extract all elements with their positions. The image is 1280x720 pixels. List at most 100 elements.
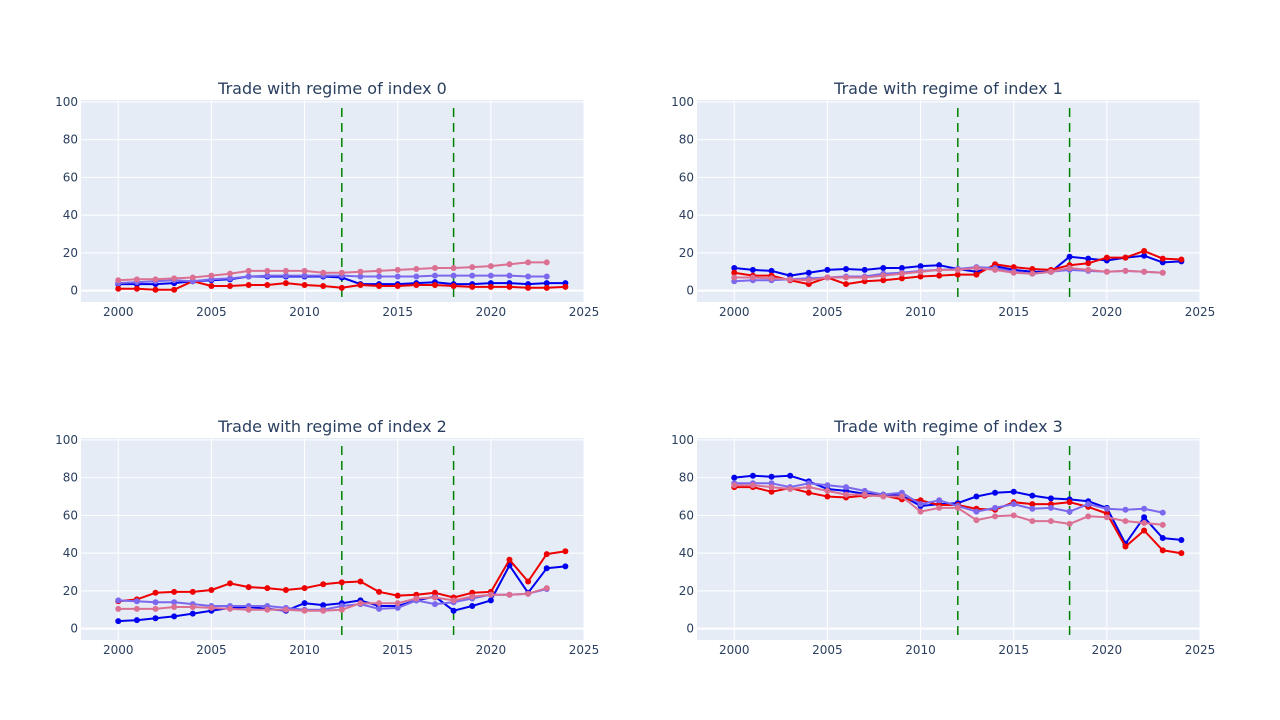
series-line	[118, 588, 547, 611]
data-point	[487, 272, 494, 279]
y-tick-label: 40	[63, 546, 78, 560]
data-point	[431, 594, 438, 601]
data-point	[973, 493, 980, 500]
data-point	[431, 272, 438, 279]
data-point	[1103, 514, 1110, 521]
data-point	[1010, 264, 1017, 271]
data-point	[171, 286, 178, 293]
data-point	[861, 491, 868, 498]
data-point	[301, 607, 308, 614]
data-point	[338, 269, 345, 276]
data-point	[749, 274, 756, 281]
data-point	[376, 588, 383, 595]
data-point	[394, 592, 401, 599]
series-line	[118, 261, 547, 282]
data-point	[320, 581, 327, 588]
data-point	[189, 588, 196, 595]
x-tick-label: 2015	[998, 643, 1029, 657]
data-point	[880, 272, 887, 279]
data-point	[1141, 268, 1148, 275]
data-point	[917, 273, 924, 280]
data-point	[1047, 504, 1054, 511]
data-point	[506, 556, 513, 563]
subplot-title: Trade with regime of index 3	[833, 417, 1063, 436]
data-point	[506, 261, 513, 268]
data-point	[824, 493, 831, 500]
data-point	[115, 618, 122, 625]
y-tick-label: 20	[63, 584, 78, 598]
data-point	[973, 271, 980, 278]
y-tick-label: 0	[70, 622, 78, 636]
x-tick-label: 2005	[196, 305, 227, 319]
data-point	[245, 584, 252, 591]
data-point	[338, 606, 345, 613]
y-tick-label: 0	[686, 622, 694, 636]
x-tick-label: 2010	[905, 305, 936, 319]
data-point	[749, 472, 756, 479]
data-point	[320, 282, 327, 289]
data-point	[768, 484, 775, 491]
data-point	[824, 274, 831, 281]
data-point	[487, 591, 494, 598]
data-point	[469, 272, 476, 279]
data-point	[917, 501, 924, 508]
data-point	[431, 265, 438, 272]
data-point	[525, 284, 532, 291]
series-line	[734, 482, 1163, 514]
y-tick-label: 20	[679, 246, 694, 260]
data-point	[1141, 527, 1148, 534]
data-point	[768, 473, 775, 480]
data-point	[787, 472, 794, 479]
x-tick-label: 2015	[382, 643, 413, 657]
y-tick-label: 100	[671, 433, 694, 447]
y-tick-label: 80	[679, 471, 694, 485]
y-tick-label: 80	[63, 133, 78, 147]
y-tick-label: 100	[55, 433, 78, 447]
data-point	[843, 274, 850, 281]
data-point	[487, 597, 494, 604]
data-point	[936, 504, 943, 511]
data-point	[450, 597, 457, 604]
data-point	[301, 267, 308, 274]
data-point	[133, 605, 140, 612]
data-point	[1010, 501, 1017, 508]
data-point	[469, 264, 476, 271]
data-point	[543, 259, 550, 266]
x-tick-label: 2000	[719, 643, 750, 657]
data-point	[282, 586, 289, 593]
data-point	[562, 283, 569, 290]
data-point	[264, 272, 271, 279]
data-point	[787, 485, 794, 492]
x-tick-label: 2020	[1092, 305, 1123, 319]
x-tick-label: 2010	[905, 643, 936, 657]
data-point	[301, 282, 308, 289]
data-point	[525, 273, 532, 280]
data-point	[861, 266, 868, 273]
data-point	[301, 585, 308, 592]
data-point	[1047, 268, 1054, 275]
y-tick-label: 40	[63, 208, 78, 222]
data-point	[1066, 265, 1073, 272]
data-point	[917, 268, 924, 275]
data-point	[189, 610, 196, 617]
data-point	[936, 266, 943, 273]
data-point	[843, 491, 850, 498]
y-tick-label: 100	[55, 95, 78, 109]
data-point	[133, 617, 140, 624]
data-point	[992, 266, 999, 273]
data-point	[1047, 518, 1054, 525]
data-point	[431, 601, 438, 608]
data-point	[245, 273, 252, 280]
data-point	[525, 259, 532, 266]
x-tick-label: 2010	[289, 305, 320, 319]
data-point	[245, 267, 252, 274]
data-point	[301, 600, 308, 607]
series-line	[118, 587, 547, 612]
data-point	[880, 265, 887, 272]
data-point	[152, 286, 159, 293]
series-3	[731, 482, 1166, 528]
data-point	[543, 284, 550, 291]
series-3	[115, 585, 550, 614]
data-point	[843, 281, 850, 288]
